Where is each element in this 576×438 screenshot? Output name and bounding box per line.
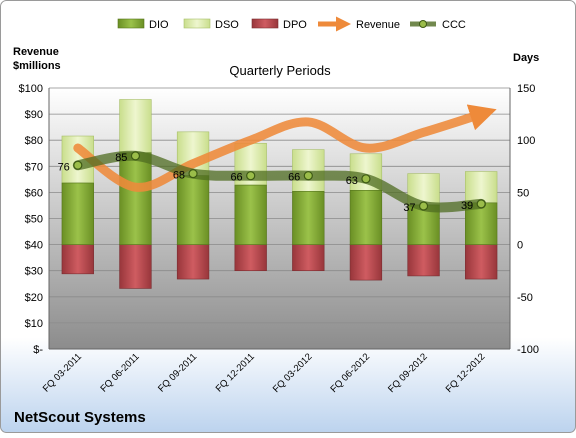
bar-dpo	[465, 244, 498, 280]
legend-label-dpo: DPO	[283, 19, 307, 31]
ccc-data-label: 37	[403, 202, 415, 214]
bar-dpo	[61, 244, 94, 275]
ccc-data-label: 68	[173, 170, 185, 182]
left-tick-label: $100	[19, 83, 43, 95]
bar-dpo	[349, 244, 383, 281]
legend: DIO DSO DPO Revenue CCC	[117, 16, 466, 32]
legend-swatch-dpo	[251, 18, 279, 29]
right-tick-label: 0	[517, 240, 523, 252]
ccc-point	[246, 171, 256, 181]
left-axis-label-line1: Revenue	[13, 46, 59, 58]
ccc-point	[418, 201, 429, 211]
bar-dso	[292, 149, 325, 192]
ccc-point	[303, 171, 313, 181]
bar-dio	[234, 184, 267, 245]
right-tick-label: 150	[517, 83, 535, 95]
legend-swatch-dso	[183, 18, 211, 29]
revenue-series	[73, 104, 497, 192]
ccc-point	[188, 169, 198, 179]
ccc-data-label: 63	[346, 175, 358, 187]
bar-dpo	[292, 244, 325, 272]
legend-label-ccc: CCC	[442, 19, 466, 31]
ccc-series: 76 85 68 66 66 63 37 39	[58, 150, 487, 214]
right-axis-label: Days	[513, 52, 539, 64]
bar-dio	[176, 175, 210, 245]
ccc-point	[73, 160, 83, 170]
left-tick-label: $20	[25, 292, 43, 304]
bar-dio	[119, 152, 152, 245]
legend-swatch-ccc-dot	[419, 20, 427, 28]
ccc-data-label: 66	[230, 172, 242, 184]
ccc-point	[361, 174, 371, 184]
company-name: NetScout Systems	[14, 409, 146, 426]
ccc-data-label: 39	[461, 200, 473, 212]
ccc-data-label: 66	[288, 172, 300, 184]
left-tick-label: $40	[25, 240, 43, 252]
bars	[61, 99, 498, 289]
left-tick-label: $50	[25, 214, 43, 226]
ccc-point	[476, 199, 486, 209]
right-tick-label: 50	[517, 187, 529, 199]
left-tick-label: $90	[25, 109, 43, 121]
bar-dpo	[176, 244, 210, 280]
left-tick-label: $70	[25, 161, 43, 173]
bar-dpo	[407, 244, 440, 277]
left-tick-label: $30	[25, 266, 43, 278]
bar-dpo	[119, 244, 152, 289]
ccc-line	[72, 150, 487, 213]
legend-swatch-dio	[117, 18, 145, 29]
bar-dio	[292, 191, 325, 245]
bar-dio	[61, 182, 94, 245]
ccc-data-label: 76	[58, 161, 70, 173]
bar-dpo	[234, 244, 267, 272]
chart-title: Quarterly Periods	[229, 63, 331, 78]
left-axis-label-line2: $millions	[13, 60, 61, 72]
left-tick-label: $-	[33, 344, 43, 356]
left-tick-label: $10	[25, 318, 43, 330]
bar-dio	[349, 190, 383, 245]
ccc-data-label: 85	[115, 152, 127, 164]
left-tick-label: $60	[25, 187, 43, 199]
revenue-line	[73, 104, 497, 192]
legend-label-revenue: Revenue	[356, 19, 400, 31]
right-tick-label: -100	[517, 344, 539, 356]
left-tick-label: $80	[25, 135, 43, 147]
legend-label-dio: DIO	[149, 19, 169, 31]
right-tick-label: -50	[517, 292, 533, 304]
legend-label-dso: DSO	[215, 19, 239, 31]
bar-dso	[465, 171, 498, 204]
right-tick-label: 100	[517, 135, 535, 147]
ccc-point	[130, 151, 141, 161]
bar-dso	[119, 99, 152, 154]
